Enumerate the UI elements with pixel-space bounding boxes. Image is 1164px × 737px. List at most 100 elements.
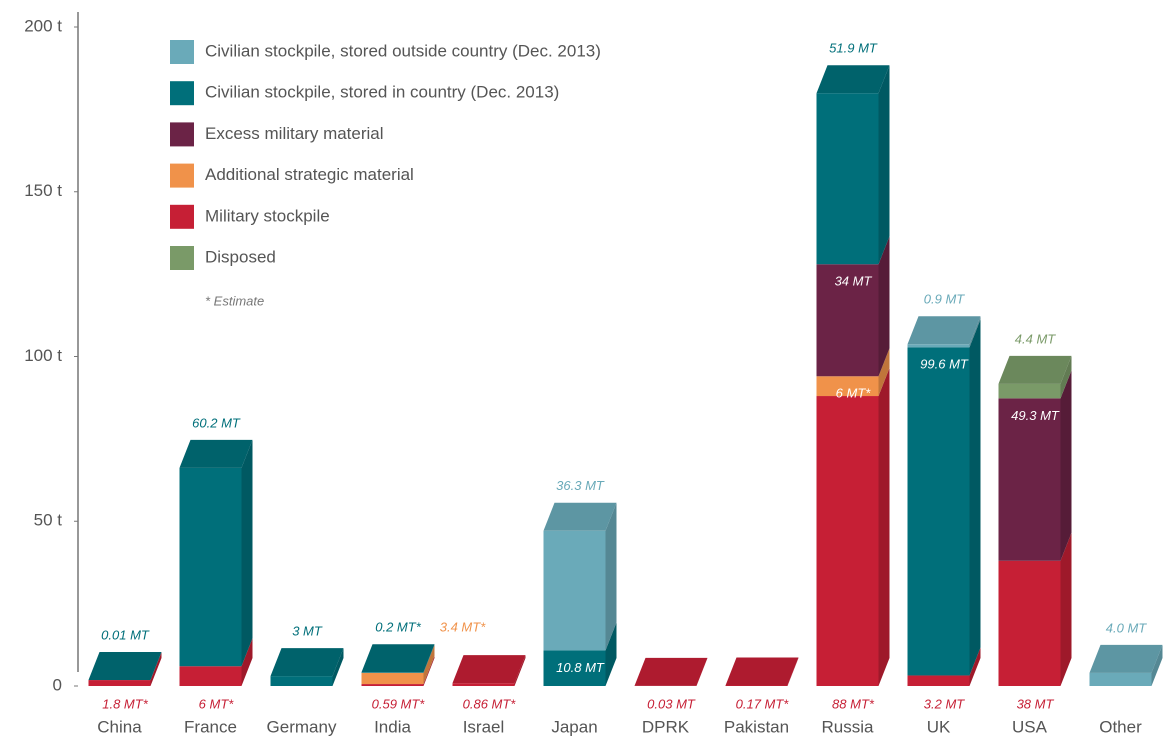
bar-side (878, 236, 890, 377)
legend-label: Military stockpile (205, 206, 330, 225)
bar-segment (816, 264, 879, 377)
legend-label: Civilian stockpile, stored outside count… (205, 41, 601, 60)
bar-side (1151, 644, 1163, 686)
value-label: 0.86 MT* (463, 696, 517, 711)
bar-segment (361, 672, 424, 673)
bar-side (787, 657, 799, 686)
value-label: 6 MT* (836, 386, 872, 401)
bar-segment (88, 680, 151, 686)
bar-top (452, 655, 526, 684)
x-tick-label: Russia (822, 717, 875, 736)
legend-label: Disposed (205, 247, 276, 266)
value-label: 4.4 MT (1015, 331, 1057, 346)
bar-segment (361, 672, 424, 685)
value-label: 60.2 MT (192, 415, 241, 430)
bar-side (878, 65, 890, 265)
bar-segment (179, 467, 242, 667)
bar-segment (270, 676, 333, 686)
value-label: 1.8 MT* (102, 696, 148, 711)
x-tick-label: France (184, 717, 237, 736)
x-tick-label: USA (1012, 717, 1048, 736)
bar-side (514, 655, 526, 686)
x-tick-label: India (374, 717, 411, 736)
bar-top (1089, 644, 1163, 673)
value-label: 49.3 MT (1011, 408, 1060, 423)
bar-side (332, 648, 344, 686)
bar-segment (816, 396, 879, 686)
legend-label: Excess military material (205, 124, 384, 143)
bar-segment (452, 683, 515, 686)
value-label: 6 MT* (199, 696, 235, 711)
bar-side (605, 502, 617, 651)
value-label: 10.8 MT (556, 660, 605, 675)
legend-swatch (170, 246, 194, 270)
note: * Estimate (205, 293, 264, 308)
bar-segment (543, 650, 606, 686)
bar-segment (998, 560, 1061, 686)
bar-segment (816, 93, 879, 265)
bar-top (270, 648, 344, 677)
x-tick-label: Israel (463, 717, 505, 736)
value-label: 88 MT* (832, 696, 875, 711)
bar-segment (998, 398, 1061, 561)
legend-swatch (170, 122, 194, 147)
bar-side (878, 348, 890, 397)
x-tick-label: UK (927, 717, 951, 736)
bar-top (361, 644, 435, 673)
bar-side (696, 657, 708, 686)
bar-side (423, 644, 435, 673)
x-tick-label: Pakistan (724, 717, 789, 736)
bar-top (998, 355, 1072, 384)
x-tick-label: China (97, 717, 142, 736)
y-tick-label: 50 t (34, 511, 63, 530)
bar-side (241, 439, 253, 667)
legend-swatch (170, 40, 194, 64)
bar-side (878, 368, 890, 686)
value-label: 36.3 MT (556, 478, 605, 493)
bar-side (1060, 532, 1072, 686)
value-label: 0.9 MT (924, 292, 966, 307)
y-tick-label: 0 (53, 675, 62, 694)
bar-side (1060, 355, 1072, 399)
bar-side (423, 644, 435, 685)
bar-top (816, 65, 890, 94)
bar-side (969, 319, 981, 676)
bar-top (179, 439, 253, 468)
bar-segment (543, 530, 606, 651)
bar-side (241, 638, 253, 686)
value-label: 0.03 MT (647, 696, 696, 711)
bar-segment (907, 347, 970, 676)
value-label: 3 MT (292, 624, 323, 639)
bar-segment (998, 383, 1061, 399)
bar-segment (1089, 672, 1152, 686)
value-label: 34 MT (835, 274, 873, 289)
value-label: 0.01 MT (101, 627, 150, 642)
value-label: 51.9 MT (829, 41, 878, 56)
bar-top (907, 316, 981, 345)
x-tick-label: DPRK (642, 717, 690, 736)
legend-swatch (170, 204, 194, 229)
bar-side (150, 652, 162, 686)
legend-swatch (170, 163, 194, 188)
value-label: 4.0 MT (1106, 620, 1148, 635)
x-tick-label: Japan (551, 717, 597, 736)
y-tick-label: 100 t (24, 346, 62, 365)
legend-swatch (170, 81, 194, 106)
bar-segment (179, 666, 242, 686)
value-label: 0.2 MT* (375, 620, 421, 635)
bar-top (543, 502, 617, 531)
y-tick-label: 150 t (24, 181, 62, 200)
bar-side (1060, 370, 1072, 561)
bar-segment (907, 675, 970, 686)
value-label: 3.2 MT (924, 696, 966, 711)
bar-top (725, 657, 799, 686)
value-label: 0.59 MT* (372, 696, 426, 711)
bar-segment (361, 684, 424, 686)
x-tick-label: Germany (267, 717, 337, 736)
y-tick-label: 200 t (24, 16, 62, 35)
bar-side (969, 316, 981, 348)
bar-top (634, 657, 708, 686)
legend-label: Additional strategic material (205, 165, 414, 184)
bar-segment (816, 376, 879, 397)
